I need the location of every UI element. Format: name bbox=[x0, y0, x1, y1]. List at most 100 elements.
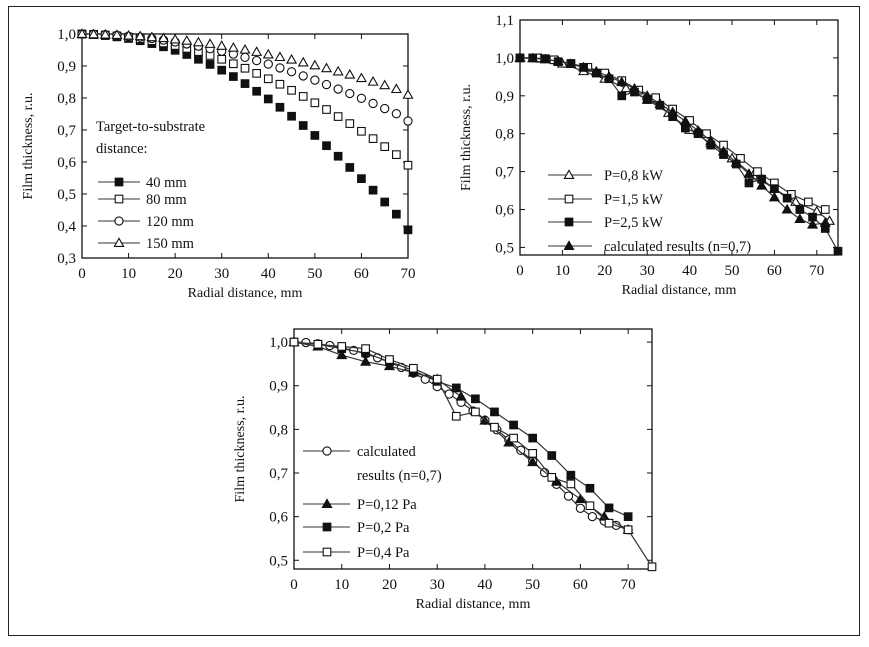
data-point bbox=[146, 31, 158, 42]
legend-label: 40 mm bbox=[146, 175, 187, 191]
y-tick-label: 0,7 bbox=[269, 466, 288, 482]
data-point bbox=[471, 407, 480, 417]
data-point bbox=[380, 142, 390, 151]
data-point bbox=[527, 52, 539, 63]
x-tick-label: 70 bbox=[809, 263, 824, 279]
data-point bbox=[251, 55, 262, 66]
series-4 bbox=[76, 28, 414, 99]
data-point bbox=[651, 93, 661, 103]
legend-marker bbox=[563, 240, 575, 250]
data-point bbox=[275, 102, 285, 112]
data-point bbox=[169, 33, 181, 44]
data-point bbox=[345, 88, 355, 99]
x-tick-label: 0 bbox=[290, 577, 298, 593]
chart-panel-3: 0 10 20 30 40 50 60 70 0,5 0,6 0,7 0,8 0,9 1,0 Radial … bbox=[233, 328, 657, 612]
legend-marker bbox=[564, 194, 574, 204]
data-point bbox=[275, 63, 285, 73]
y-tick-label: 0,9 bbox=[495, 89, 514, 105]
data-point bbox=[380, 103, 390, 114]
legend-label: P=1,5 kW bbox=[604, 192, 663, 208]
data-point bbox=[310, 75, 320, 85]
data-point bbox=[344, 68, 356, 79]
data-point bbox=[361, 344, 370, 353]
data-point bbox=[357, 174, 366, 183]
x-tick-label: 30 bbox=[214, 266, 229, 282]
x-tick-label: 30 bbox=[430, 577, 445, 593]
data-point bbox=[76, 28, 88, 39]
legend: calculated results (n=0,7) P=0,12 Pa P=0,2 … bbox=[303, 444, 442, 561]
figure-frame bbox=[8, 6, 860, 636]
y-tick-label: 0,7 bbox=[495, 165, 514, 181]
data-point bbox=[623, 525, 633, 535]
y-tick-label: 1,0 bbox=[495, 51, 514, 67]
series-4 bbox=[514, 52, 831, 229]
data-point bbox=[566, 470, 576, 480]
data-point bbox=[390, 83, 402, 94]
data-point bbox=[298, 71, 308, 81]
y-tick-label: 0,8 bbox=[57, 91, 76, 107]
data-point bbox=[585, 483, 595, 493]
data-point bbox=[263, 94, 273, 104]
x-tick-label: 40 bbox=[261, 266, 276, 282]
data-point bbox=[552, 55, 564, 66]
data-point bbox=[310, 131, 320, 140]
legend-label: P=0,4 Pa bbox=[357, 545, 410, 561]
plot-area-border bbox=[519, 19, 839, 256]
data-point bbox=[360, 356, 372, 366]
data-point bbox=[391, 109, 402, 119]
y-axis-title: Film thickness, r.u. bbox=[459, 84, 474, 191]
y-tick-label: 0,3 bbox=[57, 251, 76, 267]
data-point bbox=[252, 86, 261, 96]
data-point bbox=[313, 339, 323, 349]
data-point bbox=[756, 179, 768, 190]
data-point bbox=[590, 65, 602, 76]
data-point bbox=[367, 75, 379, 86]
y-tick-label: 0,8 bbox=[495, 127, 514, 143]
data-point bbox=[322, 141, 331, 151]
x-tick-label: 30 bbox=[640, 263, 655, 279]
x-tick-label: 10 bbox=[334, 577, 349, 593]
data-point bbox=[565, 58, 577, 68]
data-point bbox=[403, 160, 413, 170]
data-point bbox=[321, 79, 332, 90]
data-point bbox=[490, 422, 499, 432]
data-point bbox=[539, 53, 551, 64]
x-tick-label: 20 bbox=[168, 266, 183, 282]
data-point bbox=[667, 106, 679, 117]
data-point bbox=[702, 129, 711, 139]
data-point bbox=[356, 93, 367, 103]
y-tick-label: 0,9 bbox=[57, 59, 76, 75]
legend-title: Target-to-substrate bbox=[96, 119, 205, 135]
data-point bbox=[451, 411, 461, 421]
data-point bbox=[134, 30, 146, 41]
y-tick-label: 0,5 bbox=[269, 553, 288, 569]
y-tick-label: 0,6 bbox=[57, 155, 76, 171]
data-point bbox=[705, 135, 717, 145]
data-point bbox=[229, 72, 238, 81]
series-2 bbox=[515, 53, 830, 214]
data-point bbox=[336, 349, 348, 360]
y-tick-label: 1,0 bbox=[269, 335, 288, 351]
data-point bbox=[403, 116, 413, 126]
data-point bbox=[262, 48, 274, 59]
data-point bbox=[768, 191, 780, 202]
data-point bbox=[408, 363, 418, 373]
plot-area-border bbox=[293, 328, 653, 570]
y-tick-label: 0,5 bbox=[57, 187, 76, 203]
series-line bbox=[520, 57, 826, 211]
data-point bbox=[263, 59, 273, 69]
x-tick-label: 50 bbox=[307, 266, 322, 282]
legend-label: calculated results (n=0,7) bbox=[604, 239, 751, 255]
x-tick-label: 50 bbox=[725, 263, 740, 279]
data-point bbox=[333, 151, 343, 161]
data-point bbox=[451, 383, 461, 393]
data-point bbox=[240, 63, 250, 73]
data-point bbox=[770, 184, 779, 194]
data-point bbox=[509, 420, 518, 430]
data-point bbox=[204, 38, 216, 48]
data-point bbox=[357, 126, 366, 136]
data-point bbox=[575, 503, 586, 513]
data-point bbox=[216, 40, 228, 50]
data-point bbox=[717, 145, 730, 156]
